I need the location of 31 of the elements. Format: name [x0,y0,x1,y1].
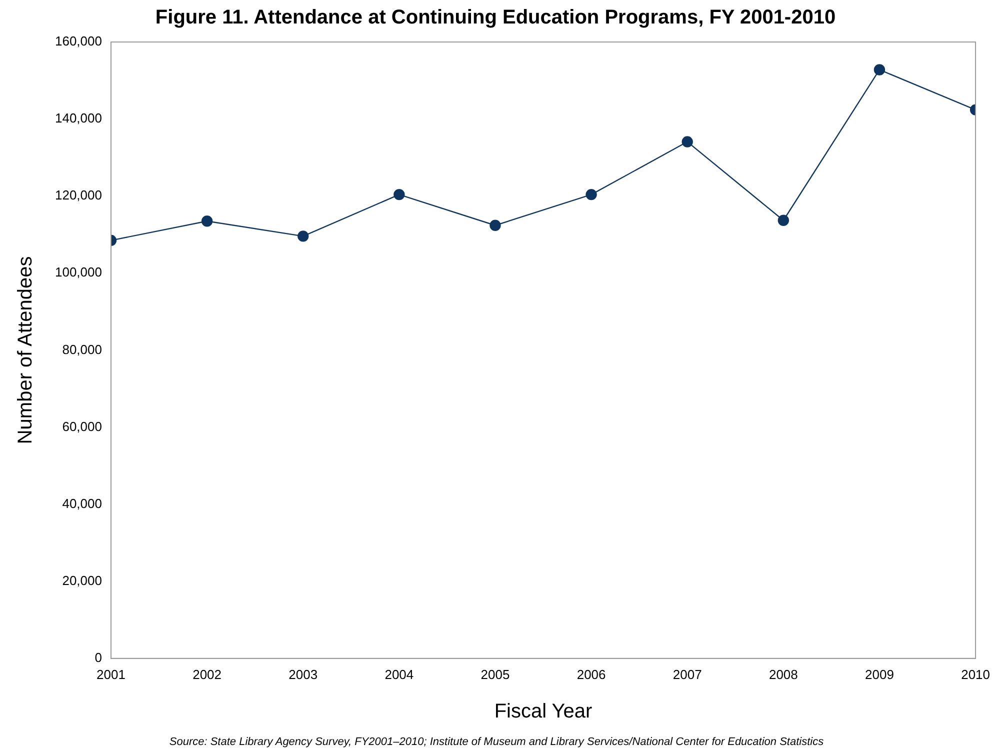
y-tick-label: 100,000 [54,264,102,280]
chart-title: Figure 11. Attendance at Continuing Education Programs, FY 2001-2010 [155,6,836,29]
y-tick-label: 0 [94,650,102,665]
x-tick-label: 2006 [576,666,606,682]
y-tick-label: 120,000 [54,188,102,203]
y-tick-label: 80,000 [62,342,102,357]
x-tick-label: 2007 [672,666,702,682]
x-axis-title: Fiscal Year [494,700,593,723]
y-axis-title: Number of Attendees [14,256,37,444]
point [490,220,501,231]
y-tick-label: 60,000 [62,418,102,434]
x-tick-label: 2010 [961,666,990,682]
y-tick-label: 40,000 [62,496,102,511]
x-tick-label: 2004 [384,666,414,682]
x-tick-label: 2002 [192,666,222,682]
y-tick-label: 160,000 [54,34,102,49]
point [586,188,597,200]
y-tick-label: 140,000 [54,110,102,126]
x-tick-label: 2009 [865,666,894,682]
x-tick-label: 2001 [96,666,126,682]
source-note: Source: State Library Agency Survey, FY2001–2010; Institute of Museum and Library Services/National Center for Education Statistics [168,736,825,748]
x-tick-label: 2003 [288,666,318,682]
y-tick-label: 20,000 [62,572,102,588]
point [778,214,790,226]
point [201,216,213,227]
point [394,188,405,200]
x-tick-label: 2005 [480,666,510,682]
x-tick-label: 2008 [768,666,798,682]
point [874,64,886,76]
point [298,230,309,242]
point [682,136,693,148]
